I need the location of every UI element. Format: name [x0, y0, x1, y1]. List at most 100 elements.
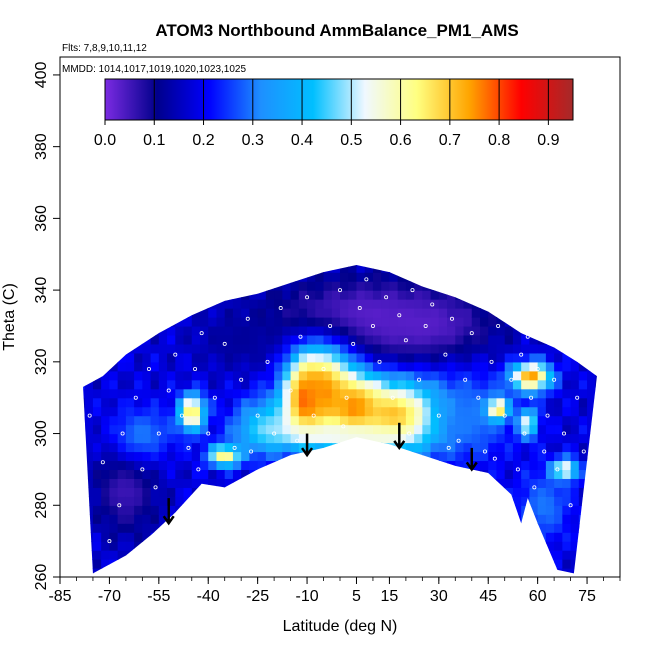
- heatmap-cell: [241, 442, 251, 453]
- heatmap-cell: [529, 334, 539, 345]
- heatmap-cell: [191, 388, 201, 399]
- heatmap-cell: [365, 245, 374, 255]
- observation-point: [337, 288, 342, 293]
- heatmap-cell: [521, 245, 530, 255]
- heatmap-cell: [249, 218, 258, 228]
- heatmap-cell: [117, 397, 127, 408]
- heatmap-cell: [472, 227, 481, 237]
- heatmap-cell: [364, 460, 374, 471]
- heatmap-cell: [332, 66, 341, 76]
- heatmap-cell: [545, 523, 555, 533]
- heatmap-cell: [612, 380, 621, 390]
- heatmap-cell: [208, 559, 218, 569]
- heatmap-cell: [68, 514, 77, 524]
- heatmap-cell: [538, 156, 547, 166]
- heatmap-cell: [274, 129, 283, 139]
- heatmap-cell: [438, 334, 448, 345]
- heatmap-cell: [554, 406, 563, 417]
- heatmap-cell: [232, 415, 242, 426]
- heatmap-cell: [414, 487, 423, 497]
- heatmap-cell: [587, 138, 596, 148]
- heatmap-cell: [167, 487, 176, 497]
- heatmap-cell: [512, 334, 522, 345]
- heatmap-cell: [60, 245, 69, 255]
- heatmap-cell: [463, 325, 473, 336]
- heatmap-cell: [496, 209, 505, 219]
- heatmap-cell: [463, 334, 473, 345]
- heatmap-cell: [447, 496, 456, 506]
- heatmap-cell: [232, 352, 242, 363]
- heatmap-cell: [414, 191, 423, 201]
- heatmap-cell: [323, 361, 333, 372]
- heatmap-cell: [364, 487, 374, 497]
- heatmap-cell: [307, 361, 316, 372]
- heatmap-cell: [537, 325, 547, 336]
- observation-point: [436, 413, 441, 418]
- heatmap-cell: [216, 245, 225, 255]
- heatmap-cell: [291, 156, 300, 166]
- heatmap-cell: [604, 174, 613, 184]
- heatmap-cell: [167, 442, 176, 453]
- heatmap-cell: [191, 487, 201, 497]
- heatmap-cell: [537, 415, 547, 426]
- heatmap-cell: [422, 317, 432, 327]
- heatmap-cell: [562, 523, 572, 533]
- heatmap-cell: [562, 334, 572, 345]
- heatmap-cell: [372, 334, 382, 345]
- heatmap-cell: [521, 415, 531, 426]
- colorbar-ticks: 0.0 0.1 0.2 0.3 0.4 0.5 0.6 0.7 0.8 0.9: [94, 79, 560, 149]
- heatmap-cell: [356, 299, 366, 309]
- heatmap-cell: [389, 433, 399, 444]
- heatmap-cell: [504, 487, 514, 497]
- heatmap-cell: [430, 460, 440, 471]
- heatmap-cell: [365, 218, 374, 228]
- heatmap-cell: [414, 523, 423, 533]
- observation-point: [278, 306, 283, 311]
- heatmap-cell: [200, 254, 209, 264]
- heatmap-cell: [571, 236, 580, 246]
- heatmap-cell: [439, 245, 448, 255]
- heatmap-cell: [125, 424, 135, 435]
- heatmap-cell: [282, 532, 292, 542]
- heatmap-cell: [158, 308, 168, 318]
- heatmap-cell: [463, 317, 473, 327]
- heatmap-cell: [562, 308, 572, 318]
- heatmap-cell: [249, 254, 258, 264]
- heatmap-cell: [266, 147, 275, 157]
- heatmap-cell: [84, 478, 94, 488]
- heatmap-cell: [332, 200, 341, 210]
- heatmap-cell: [60, 523, 69, 533]
- heatmap-cell: [125, 317, 135, 327]
- heatmap-cell: [150, 281, 160, 291]
- heatmap-cell: [364, 388, 374, 399]
- heatmap-cell: [447, 478, 456, 488]
- heatmap-cell: [282, 397, 292, 408]
- heatmap-cell: [430, 265, 440, 273]
- heatmap-cell: [587, 183, 596, 193]
- heatmap-cell: [587, 102, 596, 112]
- heatmap-cell: [83, 424, 86, 435]
- heatmap-cell: [117, 299, 127, 309]
- heatmap-cell: [496, 370, 506, 381]
- heatmap-cell: [323, 568, 333, 574]
- heatmap-cell: [447, 388, 456, 399]
- heatmap-cell: [84, 281, 94, 291]
- heatmap-cell: [562, 433, 572, 444]
- heatmap-cell: [257, 415, 267, 426]
- heatmap-cell: [414, 254, 423, 264]
- heatmap-cell: [364, 433, 374, 444]
- heatmap-cell: [505, 200, 514, 210]
- heatmap-cell: [521, 334, 531, 345]
- heatmap-cell: [241, 406, 251, 417]
- heatmap-cell: [200, 370, 209, 381]
- heatmap-cell: [92, 496, 102, 506]
- heatmap-cell: [291, 183, 300, 193]
- heatmap-cell: [315, 218, 324, 228]
- heatmap-cell: [93, 84, 102, 94]
- heatmap-cell: [455, 191, 464, 201]
- heatmap-cell: [241, 514, 251, 524]
- heatmap-cell: [389, 487, 399, 497]
- heatmap-cell: [83, 317, 86, 327]
- heatmap-cell: [488, 245, 497, 255]
- x-tick-label: 15: [381, 588, 399, 605]
